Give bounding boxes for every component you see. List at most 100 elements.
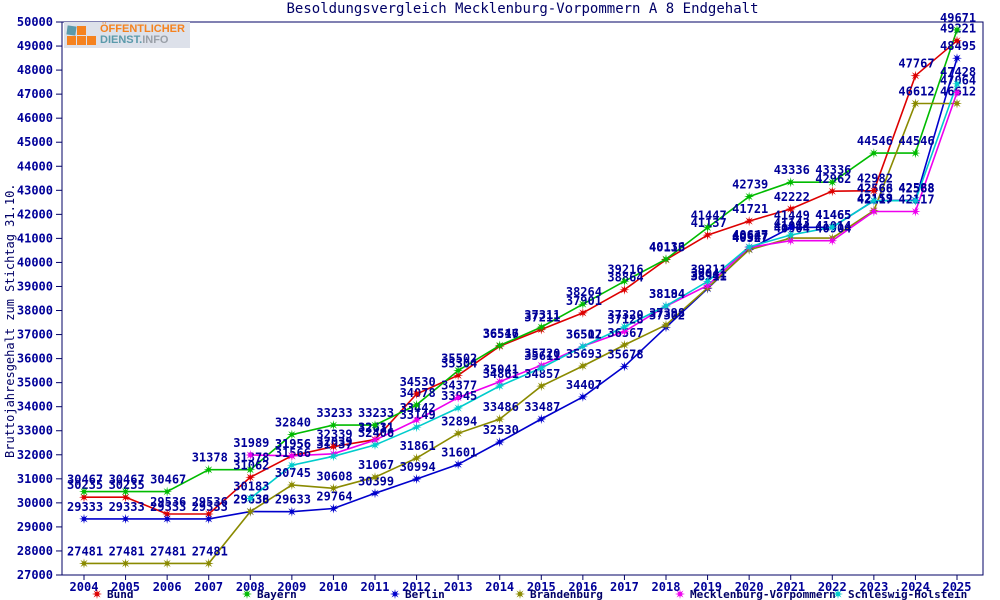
data-point-marker — [120, 492, 131, 503]
data-point-marker — [411, 415, 422, 426]
data-point-marker — [328, 420, 339, 431]
data-label: 34407 — [566, 378, 602, 392]
data-label: 41137 — [691, 216, 727, 230]
data-label: 30745 — [275, 466, 311, 480]
data-point-marker — [494, 381, 505, 391]
data-label: 42739 — [732, 178, 768, 192]
data-label: 47428 — [940, 65, 976, 79]
data-label: 29333 — [150, 500, 186, 514]
x-tick-label: 2012 — [402, 580, 431, 594]
data-label: 31989 — [233, 436, 269, 450]
data-point-marker — [286, 429, 297, 440]
data-label: 37398 — [649, 306, 685, 320]
data-label: 44546 — [857, 134, 893, 148]
legend-item-Bayern: Bayern — [242, 588, 297, 600]
data-point-marker — [827, 222, 838, 233]
logo-text: ÖFFENTLICHER DIENST.INFO — [100, 24, 185, 46]
data-label: 35611 — [524, 349, 560, 363]
oeffentlicher-dienst-logo: ÖFFENTLICHER DIENST.INFO — [64, 22, 190, 48]
data-label: 40627 — [732, 228, 768, 242]
x-tick-label: 2024 — [901, 580, 930, 594]
data-label: 31937 — [316, 437, 352, 451]
series-point-labels-Bayern: 30467 30467 30467 31378 31378 32840 33233 33233… — [67, 11, 976, 487]
chart-title: Besoldungsvergleich Mecklenburg-Vorpomme… — [286, 1, 759, 17]
y-tick-label: 39000 — [17, 279, 53, 293]
data-point-marker — [370, 440, 380, 450]
legend-marker-icon — [390, 589, 400, 599]
data-label: 34857 — [524, 367, 560, 381]
data-point-marker — [370, 472, 380, 483]
series-markers-Bund — [79, 35, 962, 519]
legend-item-Bund: Bund — [92, 588, 134, 600]
data-label: 29333 — [192, 500, 228, 514]
data-point-marker — [952, 35, 962, 46]
data-label: 48495 — [940, 39, 976, 53]
data-label: 42159 — [857, 192, 893, 206]
data-label: 31861 — [400, 439, 436, 453]
y-tick-label: 28000 — [17, 544, 53, 558]
data-point-marker — [245, 472, 256, 483]
data-point-marker — [286, 506, 297, 517]
data-label: 27481 — [192, 544, 228, 558]
x-tick-label: 2013 — [444, 580, 473, 594]
legend-label: Bund — [107, 588, 134, 600]
data-label: 32530 — [483, 423, 519, 437]
data-point-marker — [79, 486, 89, 497]
data-point-marker — [79, 513, 89, 524]
data-point-marker — [952, 78, 962, 89]
y-tick-label: 33000 — [17, 424, 53, 438]
data-point-marker — [203, 558, 214, 569]
y-axis-title: Bruttojahresgehalt zum Stichtag 31.10. — [3, 183, 17, 458]
legend-marker-icon — [833, 589, 843, 599]
data-point-marker — [245, 493, 256, 504]
data-point-marker — [411, 399, 422, 410]
data-point-marker — [619, 361, 630, 372]
data-point-marker — [702, 276, 713, 287]
series-line-Bund — [84, 40, 958, 515]
data-label: 39211 — [691, 262, 727, 276]
data-point-marker — [744, 241, 755, 252]
data-point-marker — [494, 340, 505, 351]
x-tick-label: 2005 — [111, 580, 140, 594]
data-label: 30183 — [233, 479, 269, 493]
y-tick-label: 46000 — [17, 111, 53, 125]
data-label: 40136 — [649, 240, 685, 254]
x-tick-label: 2009 — [277, 580, 306, 594]
data-label: 29333 — [67, 500, 103, 514]
data-label: 38911 — [691, 270, 727, 284]
data-point-marker — [577, 299, 588, 310]
data-label: 30235 — [67, 478, 103, 492]
legend-item-Mecklenburg-Vorpommern: Mecklenburg-Vorpommern — [675, 588, 836, 600]
data-point-marker — [245, 464, 256, 475]
data-label: 33442 — [400, 401, 436, 415]
data-point-marker — [952, 24, 962, 35]
data-label: 41143 — [774, 216, 810, 230]
data-label: 31956 — [275, 437, 311, 451]
data-label: 31067 — [358, 458, 394, 472]
y-tick-label: 48000 — [17, 63, 53, 77]
data-point-marker — [453, 459, 464, 470]
series-point-labels-Schleswig-Holstein: 3018331566319373240633149339453486135611… — [233, 65, 976, 494]
data-label: 31601 — [441, 445, 477, 459]
data-label: 47767 — [898, 57, 934, 71]
y-tick-label: 44000 — [17, 159, 53, 173]
data-point-marker — [411, 453, 422, 464]
data-point-marker — [245, 506, 256, 517]
series-line-Brandenburg — [84, 102, 957, 565]
data-label: 38264 — [566, 285, 602, 299]
data-point-marker — [827, 186, 838, 197]
x-tick-label: 2010 — [319, 580, 348, 594]
series-point-labels-Mecklenburg-Vorpommern: 31989 31956 32039 32611 33442 34377 35041 35720… — [233, 74, 976, 451]
data-label: 35678 — [607, 347, 643, 361]
data-point-marker — [868, 148, 879, 159]
data-point-marker — [411, 474, 422, 484]
y-tick-label: 27000 — [17, 568, 53, 582]
logo-line2-info: INFO — [142, 34, 169, 46]
series-point-labels-Bund: 30235 30235 29536 29536 31062 31956 32339 32631… — [67, 22, 976, 509]
data-label: 32339 — [316, 428, 352, 442]
data-label: 33486 — [483, 400, 519, 414]
data-point-marker — [577, 361, 588, 371]
x-tick-label: 2017 — [610, 580, 639, 594]
data-label: 33487 — [524, 400, 560, 414]
